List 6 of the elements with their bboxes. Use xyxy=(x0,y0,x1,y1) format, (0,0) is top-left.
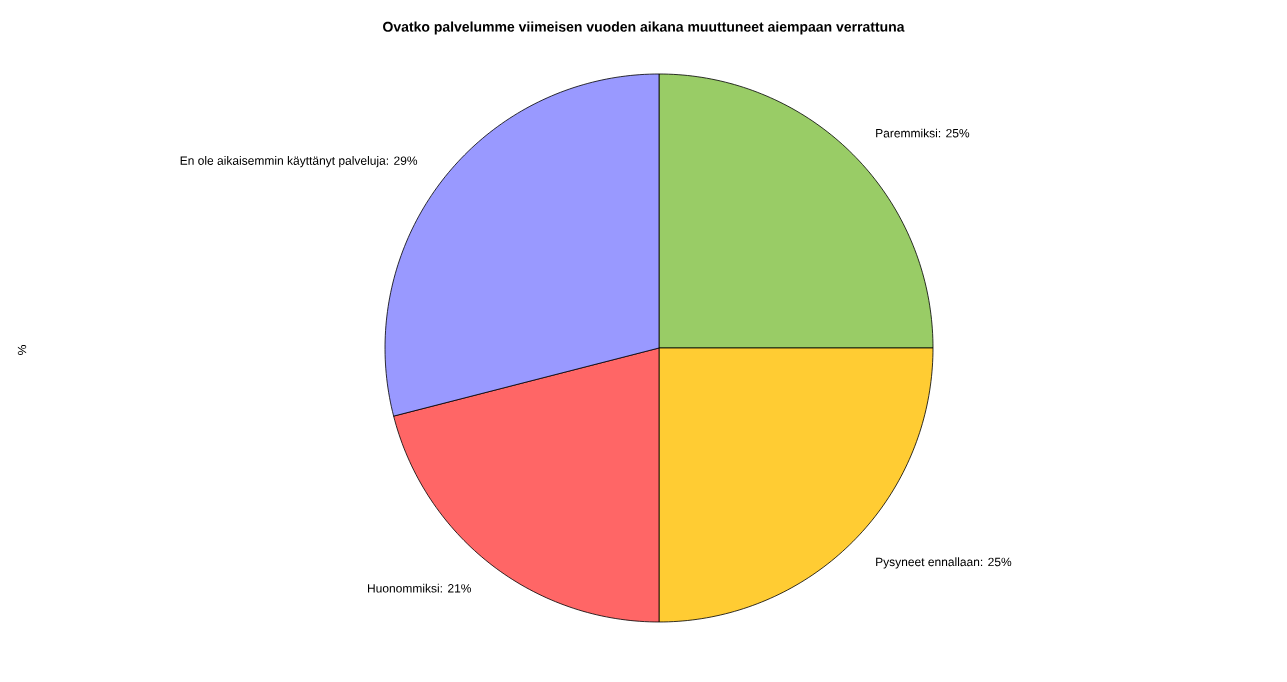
chart-title: Ovatko palvelumme viimeisen vuoden aikana muuttuneet aiempaan verrattuna xyxy=(383,21,905,35)
data-label: Pysyneet ennallaan: 25% xyxy=(876,557,1012,569)
data-label: Paremmiksi: 25% xyxy=(876,128,970,138)
text: % xyxy=(17,345,27,355)
data-label: Huonommiksi: 21% xyxy=(368,583,472,593)
data-label: En ole aikaisemmin käyttänyt palveluja: 29% xyxy=(180,156,418,168)
